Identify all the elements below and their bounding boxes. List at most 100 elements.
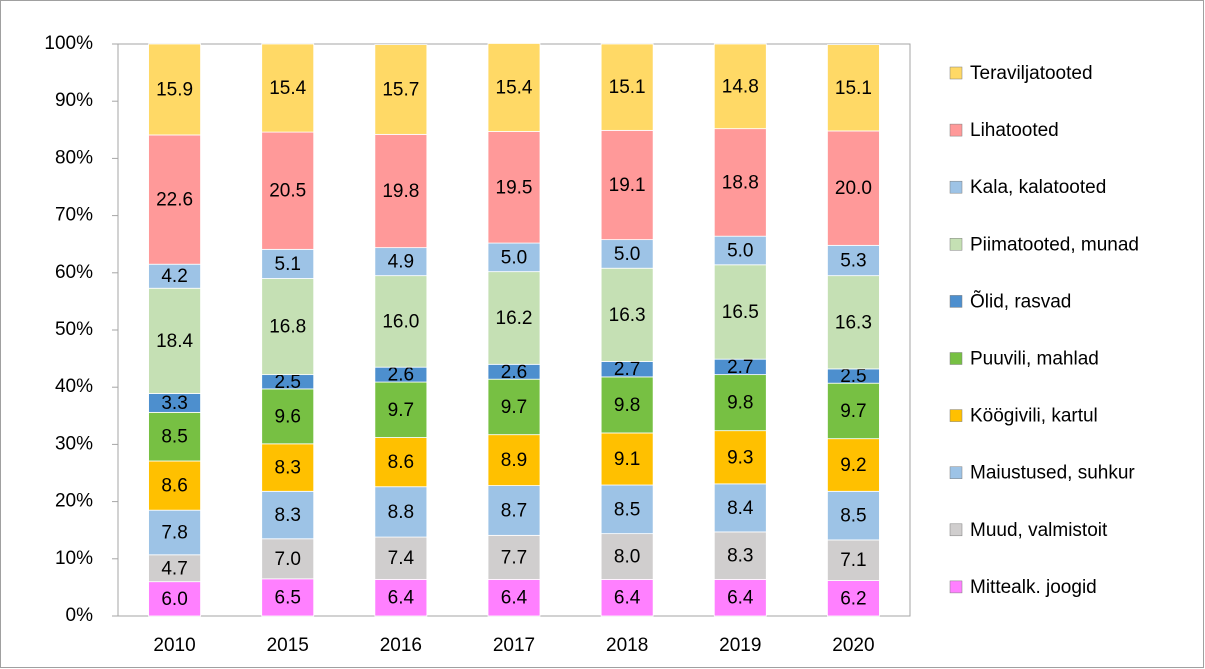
data-label: 2.6: [388, 365, 414, 386]
data-label: 15.7: [382, 79, 419, 100]
bar-segment: [148, 134, 201, 265]
bar-segment: [261, 43, 315, 133]
x-tick-label: 2018: [606, 635, 648, 656]
bar-segment: [374, 44, 428, 135]
bar-segment: [487, 485, 541, 536]
legend-swatch: [949, 123, 963, 137]
legend-swatch: [949, 180, 963, 194]
y-tick-label: 80%: [55, 147, 93, 168]
x-tick-label: 2019: [719, 635, 761, 656]
data-label: 9.1: [614, 449, 640, 470]
bar-segment: [827, 580, 880, 617]
bar-segment: [487, 378, 541, 436]
bar-segment: [487, 131, 541, 244]
data-label: 19.1: [609, 175, 646, 196]
y-tick-label: 50%: [55, 319, 93, 340]
x-tick-label: 2016: [380, 635, 422, 656]
data-label: 9.8: [727, 393, 753, 414]
data-label: 2.6: [501, 362, 527, 383]
data-label: 8.7: [501, 500, 527, 521]
bar-segment: [487, 578, 541, 617]
bar-segment: [827, 490, 880, 541]
data-label: 7.8: [161, 523, 187, 544]
data-label: 7.1: [840, 550, 866, 571]
data-label: 22.6: [156, 190, 193, 211]
legend-label: Õlid, rasvad: [970, 290, 1071, 312]
data-label: 9.3: [727, 447, 753, 468]
data-label: 8.3: [727, 546, 753, 567]
legend-label: Muud, valmistoit: [970, 520, 1108, 541]
bar-segment: [487, 43, 541, 132]
data-label: 15.9: [156, 79, 193, 100]
bar-segment: [827, 44, 880, 132]
bar-segment: [827, 539, 880, 581]
y-tick-label: 70%: [55, 205, 93, 226]
bar-segment: [713, 235, 767, 266]
data-label: 4.2: [161, 266, 187, 287]
data-label: 18.8: [722, 172, 759, 193]
bar-segment: [374, 133, 428, 249]
data-label: 8.9: [501, 450, 527, 471]
data-label: 8.3: [275, 458, 301, 479]
data-label: 20.5: [269, 181, 306, 202]
data-label: 16.3: [609, 305, 646, 326]
data-label: 16.5: [722, 302, 759, 323]
y-tick-label: 10%: [55, 548, 93, 569]
data-label: 9.7: [501, 397, 527, 418]
bar-segment: [827, 130, 880, 246]
x-tick-label: 2020: [832, 635, 874, 656]
bar-segment: [713, 430, 767, 485]
bar-segment: [261, 248, 315, 279]
bar-segment: [827, 275, 880, 370]
data-label: 7.0: [275, 549, 301, 570]
data-label: 8.0: [614, 547, 640, 568]
bar-segment: [487, 434, 541, 486]
data-label: 15.1: [609, 77, 646, 98]
bar-segment: [827, 382, 880, 440]
bar-segment: [713, 264, 767, 360]
data-label: 5.0: [614, 244, 640, 265]
data-label: 16.2: [496, 308, 533, 329]
data-label: 4.7: [161, 558, 187, 579]
bar-segment: [600, 376, 654, 434]
legend-swatch: [949, 295, 963, 308]
bar-segment: [374, 275, 428, 368]
bar-segment: [713, 578, 767, 617]
bar-segment: [827, 438, 880, 492]
data-label: 2.5: [275, 372, 301, 393]
bar-segment: [148, 509, 201, 556]
data-label: 5.1: [275, 254, 301, 275]
bar-segment: [600, 239, 654, 269]
bar-segment: [600, 484, 654, 535]
data-label: 6.4: [614, 588, 641, 609]
legend-label: Teraviljatooted: [970, 63, 1093, 84]
data-label: 9.6: [275, 406, 301, 427]
bar-segment: [713, 374, 767, 432]
data-label: 14.8: [722, 76, 759, 97]
data-label: 8.5: [161, 427, 187, 448]
bar-segment: [600, 43, 654, 131]
bar-segment: [487, 534, 541, 580]
x-tick-label: 2017: [493, 635, 535, 656]
data-label: 5.3: [840, 251, 866, 272]
bar-segment: [261, 131, 315, 250]
legend-swatch: [949, 66, 963, 80]
y-tick-label: 0%: [66, 605, 94, 626]
data-label: 16.0: [382, 311, 419, 332]
data-label: 16.8: [269, 317, 306, 338]
bar-segment: [713, 531, 767, 580]
legend-label: Kala, kalatooted: [970, 177, 1106, 198]
data-label: 16.3: [835, 312, 872, 333]
legend-swatch: [949, 580, 963, 594]
bar-segment: [148, 287, 201, 394]
x-tick-label: 2015: [267, 635, 309, 656]
bar-segment: [600, 129, 654, 241]
data-label: 7.7: [501, 547, 527, 568]
data-label: 15.1: [835, 78, 872, 99]
y-tick-label: 40%: [55, 376, 93, 397]
data-label: 6.4: [501, 588, 528, 609]
data-label: 6.4: [388, 588, 415, 609]
data-label: 2.7: [727, 357, 753, 378]
bar-segment: [600, 533, 654, 580]
data-label: 8.6: [161, 476, 187, 497]
